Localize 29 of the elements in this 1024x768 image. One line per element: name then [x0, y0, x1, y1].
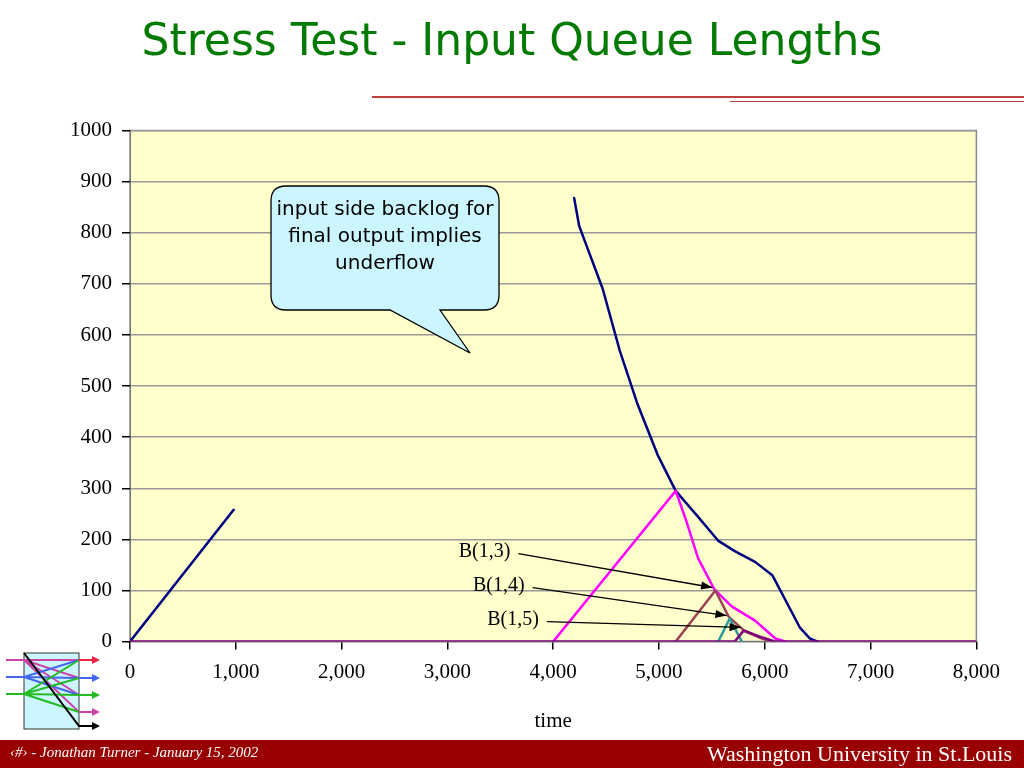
x-axis-title: time — [534, 707, 572, 732]
x-tick-label: 8,000 — [952, 658, 1000, 683]
y-tick-label: 300 — [80, 474, 112, 499]
x-tick-label: 4,000 — [529, 658, 577, 683]
annotation: B(1,3) — [458, 538, 511, 562]
y-tick-label: 200 — [80, 525, 112, 550]
annotation: B(1,5) — [487, 606, 539, 630]
y-tick-label: 700 — [80, 270, 112, 295]
chart-title: Stress Test - Input Queue Lengths — [140, 14, 884, 65]
y-tick-label: 600 — [80, 321, 112, 346]
x-tick-label: 3,000 — [423, 658, 472, 683]
y-tick-label: 400 — [80, 423, 112, 448]
x-tick-label: 5,000 — [635, 658, 683, 683]
x-tick-label: 0 — [124, 658, 136, 683]
y-tick-label: 500 — [80, 372, 112, 397]
annotation: input side backlog for final output implies underflow — [276, 195, 494, 276]
annotation: B(1,4) — [472, 572, 525, 596]
x-tick-label: 1,000 — [212, 658, 260, 683]
x-tick-label: 7,000 — [846, 658, 895, 683]
x-tick-label: 6,000 — [741, 658, 789, 683]
text: Washington University in St.Louis — [706, 741, 1012, 767]
speech-bubble: input side backlog for final output implies underflow — [270, 185, 500, 355]
x-tick-label: 2,000 — [317, 658, 366, 683]
y-tick-label: 1000 — [70, 117, 112, 142]
y-tick-label: 800 — [80, 219, 112, 244]
y-tick-label: 100 — [80, 577, 112, 602]
y-tick-label: 900 — [80, 168, 112, 193]
y-tick-label: 0 — [101, 628, 112, 653]
text: ‹#› - Jonathan Turner - January 15, 2002 — [10, 744, 259, 761]
